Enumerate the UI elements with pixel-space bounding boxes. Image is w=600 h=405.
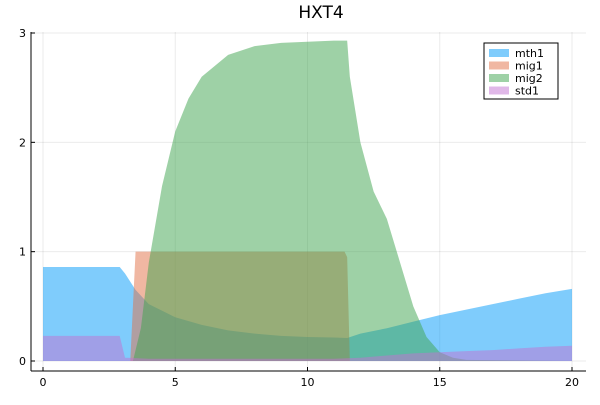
y-tick-label: 1 — [19, 246, 26, 259]
legend-label: mig1 — [515, 60, 543, 73]
y-tick-label: 3 — [19, 27, 26, 40]
legend-label: std1 — [515, 85, 539, 98]
axes: 0 5 10 15 20 0 1 2 3 — [19, 27, 586, 389]
area-series — [43, 40, 572, 362]
chart-title: HXT4 — [298, 3, 343, 23]
series-area-std1 — [43, 335, 572, 361]
x-tick-label: 20 — [565, 376, 579, 389]
legend-label: mth1 — [515, 47, 544, 60]
x-tick-label: 0 — [40, 376, 47, 389]
y-tick-label: 0 — [19, 355, 26, 368]
y-tick-label: 2 — [19, 136, 26, 149]
x-tick-label: 10 — [301, 376, 315, 389]
x-tick-label: 5 — [172, 376, 179, 389]
legend-swatch — [489, 74, 509, 82]
series-area-mig2 — [43, 40, 572, 362]
legend-label: mig2 — [515, 72, 543, 85]
legend-swatch — [489, 61, 509, 70]
legend-swatch — [489, 49, 509, 57]
legend-swatch — [489, 86, 509, 95]
x-tick-label: 15 — [433, 376, 447, 389]
